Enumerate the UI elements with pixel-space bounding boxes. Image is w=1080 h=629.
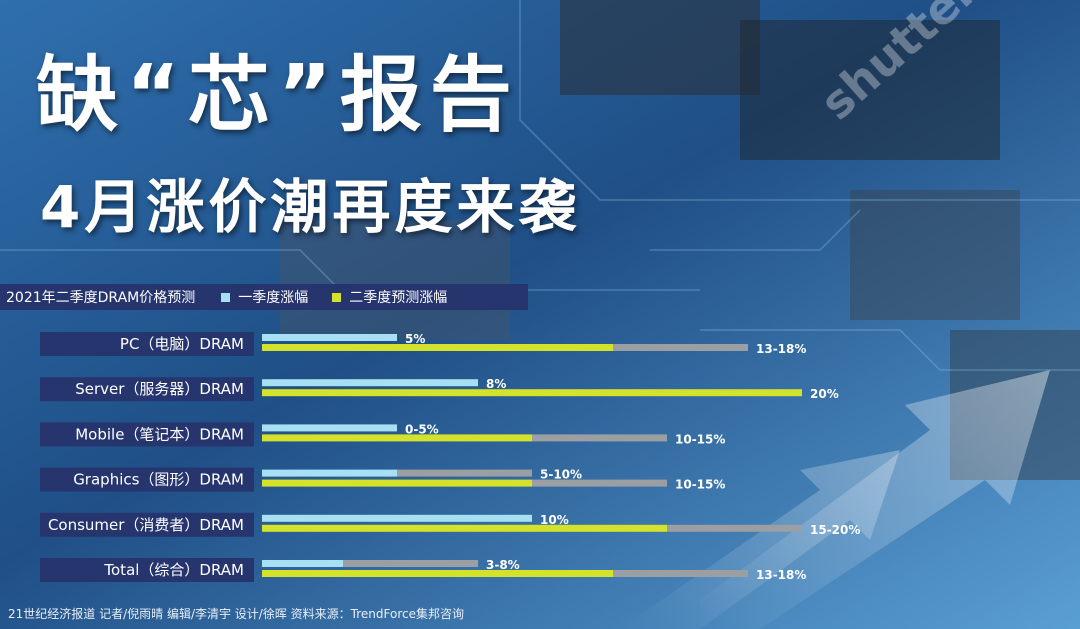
bar-q1 <box>262 560 343 567</box>
bar-q2-range <box>667 524 802 532</box>
category-label-box <box>40 512 254 537</box>
data-label-q1: 8% <box>486 377 506 391</box>
data-label-q2: 13-18% <box>756 342 806 356</box>
bar-q2-range <box>613 344 748 351</box>
bar-chart: PC（电脑）DRAM 5% 13-18% Server（服务器）DRAM 8% 20% Mo… <box>40 332 860 582</box>
bar-q2 <box>262 570 613 577</box>
bar-q1-range <box>397 469 532 477</box>
page-title: 缺“芯”报告 <box>36 48 520 143</box>
category-label: PC（电脑）DRAM <box>120 335 244 353</box>
category-label-box <box>40 467 254 492</box>
legend-swatch-q1 <box>221 292 231 302</box>
category-label-box <box>40 332 254 356</box>
category-label: Graphics（图形）DRAM <box>73 471 244 489</box>
bar-q2 <box>262 524 667 532</box>
bar-q2-range <box>532 434 667 442</box>
data-label-q1: 5% <box>405 332 425 346</box>
bar-q1-range <box>343 560 478 567</box>
bar-q2 <box>262 434 532 442</box>
bar-q1-range <box>262 424 397 432</box>
data-label-q2: 10-15% <box>675 478 725 492</box>
data-label-q2: 13-18% <box>756 568 806 582</box>
data-label-q2: 10-15% <box>675 432 725 446</box>
category-label-box <box>40 422 254 447</box>
bar-q2-range <box>613 570 748 577</box>
data-label-q2: 20% <box>810 387 839 401</box>
legend-item-q2: 二季度预测涨幅 <box>332 287 447 307</box>
bar-q2-range <box>532 479 667 487</box>
category-label: Server（服务器）DRAM <box>75 380 244 398</box>
legend-swatch-q2 <box>332 292 342 302</box>
bar-q2 <box>262 479 532 487</box>
category-label: Mobile（笔记本）DRAM <box>75 425 244 443</box>
category-label: Consumer（消费者）DRAM <box>48 516 244 534</box>
bar-q1 <box>262 514 532 522</box>
data-label-q1: 0-5% <box>405 422 439 436</box>
page-subtitle: 4月涨价潮再度来袭 <box>40 173 581 241</box>
bar-q2 <box>262 389 802 397</box>
data-label-q1: 5-10% <box>540 468 582 482</box>
chart-title: 2021年二季度DRAM价格预测 <box>6 290 196 306</box>
legend-label-q1: 一季度涨幅 <box>238 290 309 306</box>
category-label: Total（综合）DRAM <box>103 561 244 579</box>
data-label-q1: 10% <box>540 513 569 527</box>
footer-credits: 21世纪经济报道 记者/倪雨晴 编辑/李清宇 设计/徐晖 资料来源：TrendF… <box>8 607 464 621</box>
bar-q2 <box>262 344 613 351</box>
legend-label-q2: 二季度预测涨幅 <box>349 290 448 306</box>
bar-q1 <box>262 334 397 341</box>
category-label-box <box>40 558 254 582</box>
data-label-q1: 3-8% <box>486 558 520 572</box>
data-label-q2: 15-20% <box>810 523 860 537</box>
legend-item-q1: 一季度涨幅 <box>221 287 308 307</box>
bar-q1 <box>262 469 397 477</box>
category-label-box <box>40 377 254 402</box>
bar-q1 <box>262 379 478 387</box>
legend-bar: 2021年二季度DRAM价格预测 一季度涨幅 二季度预测涨幅 <box>0 284 528 310</box>
